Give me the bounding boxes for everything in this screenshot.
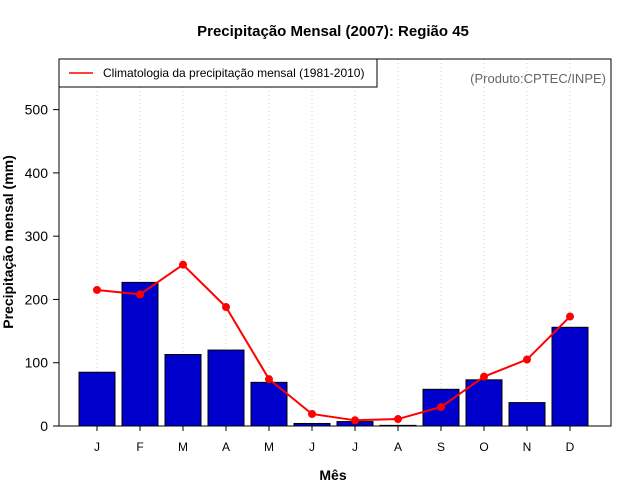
y-tick-label: 200 bbox=[25, 291, 49, 307]
climatology-point-5 bbox=[265, 375, 273, 384]
climatology-point-7 bbox=[351, 416, 359, 425]
climatology-point-12 bbox=[566, 312, 574, 321]
y-tick-label: 100 bbox=[25, 355, 49, 371]
climatology-point-9 bbox=[437, 403, 445, 412]
x-tick-label: S bbox=[437, 440, 445, 454]
climatology-point-6 bbox=[308, 409, 316, 418]
y-tick-label: 500 bbox=[25, 102, 49, 118]
x-tick-label: M bbox=[178, 440, 188, 454]
x-tick-label: F bbox=[136, 440, 143, 454]
legend-box bbox=[58, 58, 378, 88]
y-axis-label: Precipitação mensal (mm) bbox=[0, 155, 16, 329]
legend-label: Climatologia da precipitação mensal (198… bbox=[103, 66, 364, 80]
source-note: (Produto:CPTEC/INPE) bbox=[470, 71, 606, 86]
x-tick-label: J bbox=[309, 440, 315, 454]
x-tick-label: N bbox=[523, 440, 532, 454]
climatology-point-8 bbox=[394, 415, 402, 424]
climatology-polyline bbox=[96, 263, 571, 422]
legend: Climatologia da precipitação mensal (198… bbox=[58, 58, 378, 88]
bars bbox=[78, 281, 589, 427]
bar-2 bbox=[121, 281, 159, 427]
x-tick-label: D bbox=[566, 440, 575, 454]
y-tick-label: 300 bbox=[25, 228, 49, 244]
x-tick-label: J bbox=[352, 440, 358, 454]
climatology-point-1 bbox=[93, 285, 101, 294]
bar-12 bbox=[551, 326, 589, 427]
climatology-line bbox=[93, 260, 574, 425]
x-tick-label: M bbox=[264, 440, 274, 454]
bar-1 bbox=[78, 371, 116, 427]
bar-11 bbox=[508, 402, 546, 427]
x-axis-label: Mês bbox=[319, 467, 346, 483]
chart-title: Precipitação Mensal (2007): Região 45 bbox=[197, 23, 469, 40]
x-tick-label: A bbox=[394, 440, 402, 454]
x-tick-label: A bbox=[222, 440, 230, 454]
climatology-point-11 bbox=[523, 355, 531, 364]
climatology-point-4 bbox=[222, 303, 230, 312]
climatology-point-10 bbox=[480, 372, 488, 381]
climatology-point-3 bbox=[179, 260, 187, 269]
x-tick-label: J bbox=[94, 440, 100, 454]
y-axis: 0 100 200 300 400 500 bbox=[25, 102, 59, 434]
y-tick-label: 400 bbox=[25, 165, 49, 181]
climatology-point-2 bbox=[136, 290, 144, 299]
bar-3 bbox=[164, 353, 202, 427]
x-tick-label: O bbox=[479, 440, 488, 454]
bar-4 bbox=[207, 349, 245, 427]
y-tick-label: 0 bbox=[40, 418, 48, 434]
